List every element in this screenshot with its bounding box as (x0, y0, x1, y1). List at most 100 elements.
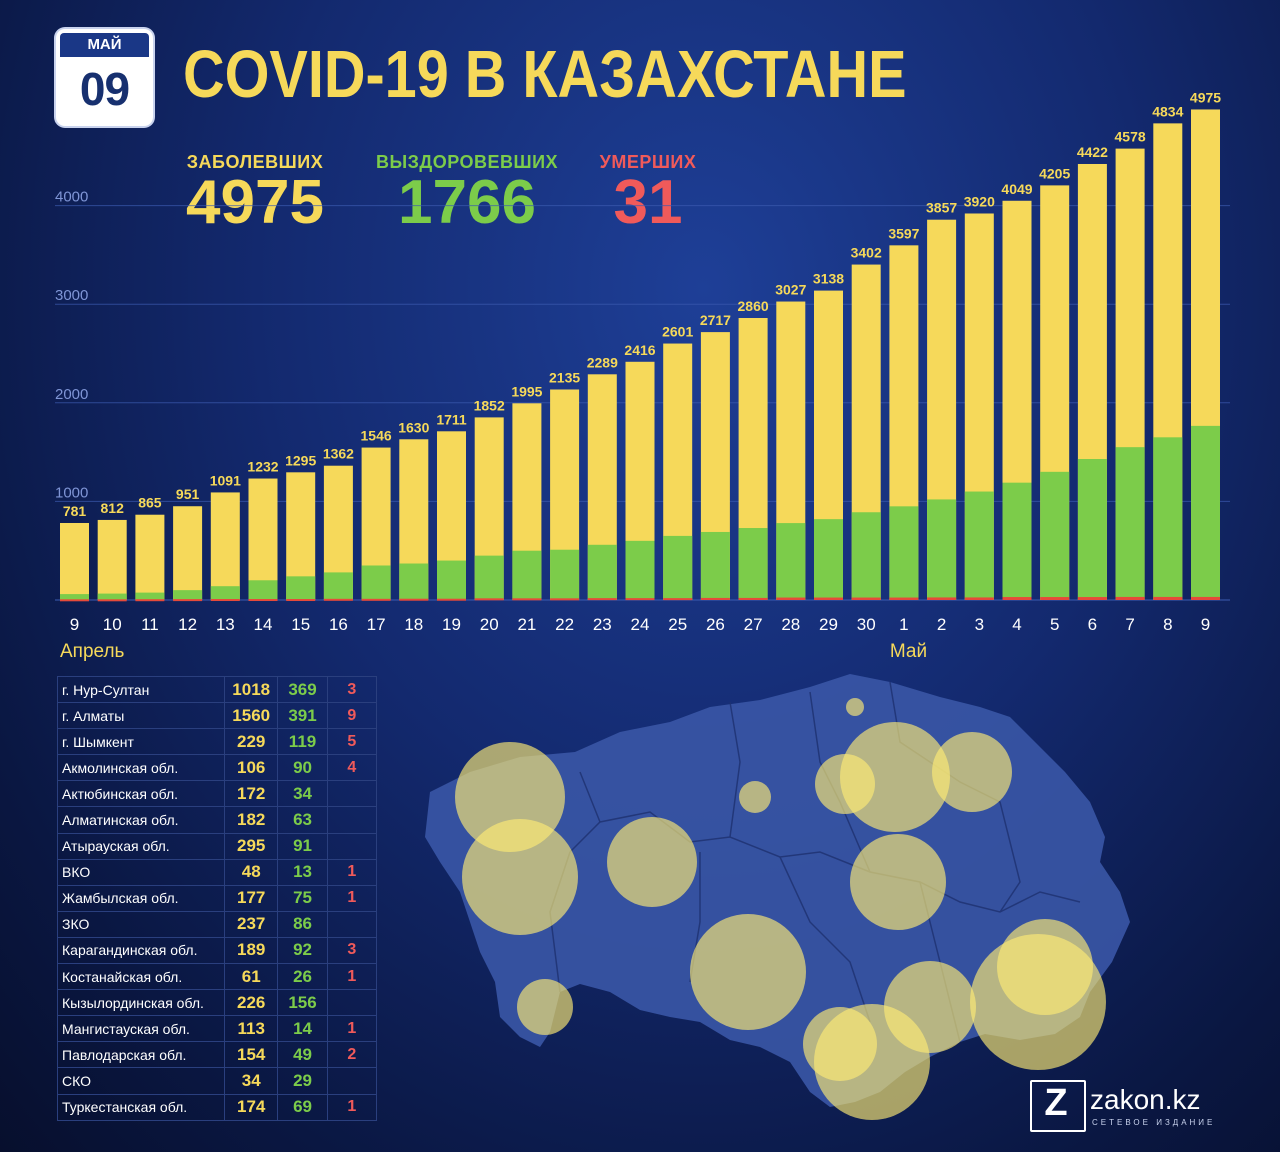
bar-deaths (437, 598, 466, 601)
x-tick-label: 26 (706, 615, 725, 634)
bar-chart: 1000200030004000781981210865119511210911… (55, 89, 1230, 662)
region-deaths: 5 (326, 728, 378, 756)
bar-deaths (550, 598, 580, 601)
data-label: 4422 (1077, 144, 1108, 160)
table-row: Костанайская обл. 61 26 1 (56, 963, 378, 991)
x-tick-label: 9 (70, 615, 79, 634)
data-label: 1546 (361, 428, 392, 444)
region-cases: 229 (224, 728, 279, 756)
month-label-may: Май (890, 641, 927, 662)
x-tick-label: 17 (367, 615, 386, 634)
logo-frame (1030, 1080, 1086, 1132)
region-name: Жамбылская обл. (56, 884, 226, 912)
region-deaths (326, 780, 378, 808)
data-label: 4578 (1115, 129, 1146, 145)
region-deaths (326, 832, 378, 860)
bar-deaths (964, 597, 994, 600)
region-cases: 182 (224, 806, 279, 834)
region-recovered: 14 (277, 1015, 328, 1043)
y-tick-label: 3000 (55, 287, 88, 304)
region-deaths (326, 1067, 378, 1095)
y-tick-label: 1000 (55, 484, 88, 501)
bar-deaths (625, 598, 655, 601)
region-recovered: 29 (277, 1067, 328, 1095)
region-name: Кызылординская обл. (56, 989, 226, 1017)
logo-name: zakon.kz (1090, 1084, 1201, 1115)
region-deaths (326, 806, 378, 834)
page-title: COVID-19 В КАЗАХСТАНЕ (183, 37, 907, 112)
bar-deaths (286, 599, 316, 602)
x-tick-label: 27 (744, 615, 763, 634)
x-tick-label: 23 (593, 615, 612, 634)
region-cases: 172 (224, 780, 279, 808)
data-label: 951 (176, 486, 200, 502)
region-name: Мангистауская обл. (56, 1015, 226, 1043)
x-tick-label: 13 (216, 615, 235, 634)
region-cases: 1560 (224, 702, 279, 730)
bar-deaths (248, 599, 278, 602)
bar-recovered (361, 565, 391, 600)
x-tick-label: 30 (857, 615, 876, 634)
table-row: Алматинская обл. 182 63 (56, 806, 378, 834)
kpi-recovered-label: ВЫЗДОРОВЕВШИХ (375, 152, 559, 172)
bar-recovered (550, 549, 580, 600)
region-cases: 189 (224, 936, 279, 965)
region-deaths: 9 (326, 702, 378, 730)
bar-deaths (1153, 596, 1183, 600)
region-name: г. Шымкент (56, 728, 226, 756)
data-label: 2860 (738, 298, 769, 314)
region-recovered: 26 (277, 963, 328, 991)
month-label-april: Апрель (60, 641, 125, 662)
data-label: 1362 (323, 446, 354, 462)
bar-recovered (625, 540, 655, 600)
map-bubble (690, 914, 806, 1030)
x-tick-label: 28 (781, 615, 800, 634)
bar-recovered (60, 594, 89, 600)
map-bubble (840, 722, 950, 832)
x-tick-label: 25 (668, 615, 687, 634)
bar-deaths (1002, 597, 1032, 600)
bar-deaths (399, 598, 429, 601)
region-deaths (326, 910, 378, 938)
bar-recovered (248, 580, 278, 600)
region-cases: 106 (224, 754, 279, 782)
map-bubble (462, 819, 578, 935)
x-tick-label: 22 (555, 615, 574, 634)
table-row: Кызылординская обл. 226 156 (56, 989, 378, 1017)
x-tick-label: 7 (1125, 615, 1134, 634)
table-row: г. Шымкент 229 119 5 (56, 728, 378, 756)
region-recovered: 34 (277, 780, 328, 808)
region-name: Павлодарская обл. (56, 1041, 226, 1069)
bar-recovered (889, 506, 919, 600)
bar-recovered (1153, 437, 1183, 600)
bar-cases (248, 478, 278, 600)
x-tick-label: 19 (442, 615, 461, 634)
data-label: 3597 (888, 225, 919, 241)
data-label: 2717 (700, 312, 731, 328)
bar-recovered (1040, 471, 1070, 600)
table-row: Актюбинская обл. 172 34 (56, 780, 378, 808)
x-tick-label: 20 (480, 615, 499, 634)
x-tick-label: 24 (631, 615, 650, 634)
bar-deaths (173, 599, 203, 602)
table-row: СКО 34 29 (56, 1067, 378, 1095)
region-deaths: 1 (326, 858, 378, 886)
region-name: ВКО (56, 858, 226, 886)
x-tick-label: 15 (291, 615, 310, 634)
region-cases: 295 (224, 832, 279, 860)
region-cases: 1018 (224, 675, 279, 704)
region-deaths: 1 (326, 1015, 378, 1043)
data-label: 1232 (247, 459, 278, 475)
bar-deaths (97, 599, 127, 602)
bar-deaths (512, 598, 542, 601)
table-row: ВКО 48 13 1 (56, 858, 378, 886)
map-bubble (607, 817, 697, 907)
data-label: 3402 (851, 245, 882, 261)
table-row: Атырауская обл. 295 91 (56, 832, 378, 860)
region-name: Алматинская обл. (56, 806, 226, 834)
data-label: 4205 (1039, 165, 1070, 181)
x-tick-label: 2 (937, 615, 946, 634)
region-cases: 48 (224, 858, 279, 886)
data-label: 1711 (436, 411, 467, 427)
data-label: 3027 (775, 282, 806, 298)
